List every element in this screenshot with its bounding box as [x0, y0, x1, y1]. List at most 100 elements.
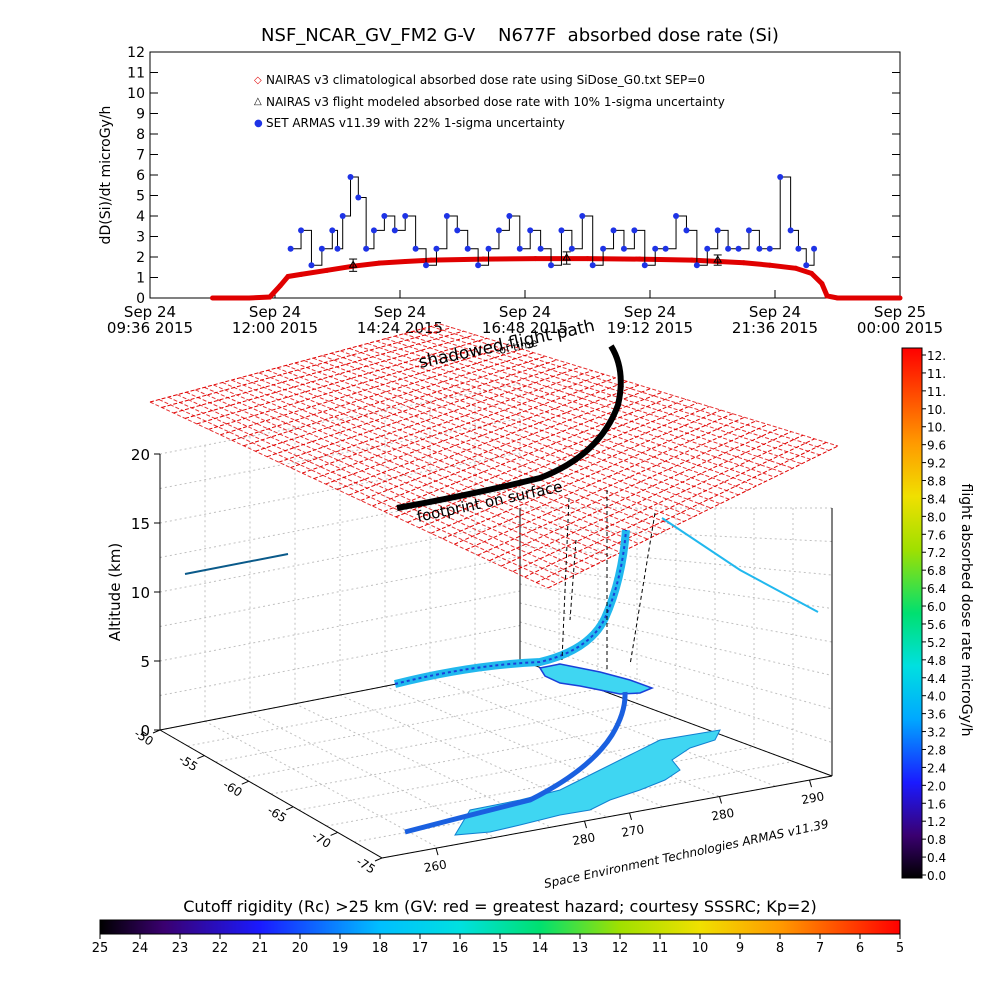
right-wall-hline	[519, 545, 833, 576]
dose-rate-colorbar: 12. 11. 11. 10. 10. 9.6 9.2 8.8 8.4 8.0 7.6 7.2 6.8 6…	[901, 347, 974, 883]
credit-text: Space Environment Technologies ARMAS v11…	[543, 817, 830, 891]
armas-point	[620, 245, 627, 252]
dose-colorbar-tick-label: 0.0	[927, 869, 946, 883]
y-tick-label: 8	[136, 127, 145, 143]
x-tick-label-line1: Sep 25	[874, 303, 926, 321]
armas-point	[516, 245, 523, 252]
armas-point	[673, 213, 680, 219]
rigidity-colorbar-tick-label: 9	[736, 941, 744, 956]
armas-point	[693, 262, 700, 269]
rigidity-colorbar-tick-label: 13	[572, 941, 589, 956]
climatological-point	[793, 265, 799, 271]
dose-colorbar-tick-label: 0.8	[927, 833, 946, 847]
floor-line-a	[354, 761, 794, 843]
x-tick-label-line2: 14:24 2015	[357, 319, 443, 337]
dose-colorbar-tick-label: 11.	[927, 385, 946, 399]
rigidity-grid-col	[149, 401, 549, 589]
rigidity-grid-col	[340, 350, 739, 496]
y-tick-label: 6	[136, 168, 145, 184]
armas-point	[381, 213, 388, 219]
rigidity-colorbar-tick-label: 25	[92, 941, 109, 956]
rigidity-grid-row	[500, 431, 792, 567]
z-axis: 0 5 10 15 20	[131, 446, 160, 740]
longitude-tick-mark	[719, 796, 722, 804]
longitude-axis: 260 280 270 280 290	[423, 779, 825, 875]
armas-point	[318, 245, 325, 252]
rigidity-grid-col	[285, 364, 685, 522]
rigidity-grid-col	[430, 325, 830, 451]
rigidity-grid-row	[524, 438, 815, 578]
rigidity-grid-col	[222, 382, 621, 553]
armas-point	[454, 227, 461, 234]
rigidity-grid-col	[158, 399, 558, 585]
footprint-track-south	[404, 691, 628, 835]
rigidity-grid-col	[176, 394, 576, 576]
armas-point	[766, 245, 773, 252]
climatological-point	[871, 295, 877, 301]
z-axis-label: Altitude (km)	[106, 543, 124, 641]
latitude-tick-label: -60	[221, 777, 245, 799]
latitude-tick-label: -70	[309, 829, 333, 851]
cutoff-rigidity-grid	[149, 323, 839, 589]
armas-point	[443, 213, 450, 219]
rigidity-colorbar-tick-label: 22	[212, 941, 229, 956]
armas-point	[433, 245, 440, 252]
chart-title: NSF_NCAR_GV_FM2 G-V N677F absorbed dose …	[261, 25, 779, 46]
floor-line-a	[298, 732, 716, 811]
longitude-tick-mark	[809, 779, 812, 788]
x-tick-label-line2: 00:00 2015	[857, 319, 943, 337]
rigidity-grid-col	[358, 345, 757, 487]
dose-colorbar-tick-label: 3.6	[927, 708, 946, 722]
drop-line-1	[561, 497, 570, 661]
x-tick-label-line1: Sep 24	[374, 303, 426, 321]
dose-colorbar-tick-label: 9.2	[927, 457, 946, 471]
rigidity-grid-row	[266, 359, 558, 458]
armas-point	[485, 245, 492, 252]
rigidity-grid-row	[348, 384, 640, 496]
rigidity-grid-col	[276, 367, 676, 527]
x-tick-label-line1: Sep 24	[499, 303, 551, 321]
dose-colorbar-tick-label: 3.2	[927, 726, 946, 740]
armas-point	[412, 245, 419, 252]
flight-path-3d	[184, 344, 819, 688]
dose-colorbar-tick-label: 6.4	[927, 582, 946, 596]
rigidity-grid-col	[322, 355, 721, 505]
armas-point	[704, 245, 711, 252]
cutoff-rigidity-colorbar-gradient	[99, 919, 901, 935]
longitude-tick-label: 280	[710, 806, 735, 824]
longitude-tick-mark	[435, 848, 439, 856]
longitude-tick-label: 270	[620, 822, 645, 840]
rigidity-grid-col	[204, 386, 603, 562]
climatological-point	[532, 256, 538, 262]
armas-point	[714, 227, 721, 234]
armas-point	[610, 227, 617, 234]
dose-rate-colorbar-label: flight absorbed dose rate microGy/h	[958, 484, 974, 737]
rigidity-grid-row	[337, 380, 628, 490]
armas-point	[811, 245, 818, 252]
latitude-tick-mark	[330, 831, 338, 836]
y-tick-label: 0	[136, 291, 145, 307]
legend-entry-flight-modeled: NAIRAS v3 flight modeled absorbed dose r…	[266, 95, 725, 109]
dose-colorbar-tick-label: 7.2	[927, 546, 946, 560]
longitude-tick-mark	[629, 812, 632, 821]
flight-path-ribbon	[394, 529, 630, 688]
climatological-point	[835, 295, 840, 301]
armas-point	[735, 245, 742, 252]
longitude-tick-label: 260	[423, 857, 448, 875]
back-wall-hline	[159, 383, 521, 455]
footprint-land-north	[538, 663, 655, 695]
dose-colorbar-tick-label: 11.	[927, 367, 946, 381]
x-tick-label-line1: Sep 24	[124, 303, 176, 321]
latitude-tick-mark	[374, 857, 383, 862]
rigidity-colorbar-tick-label: 6	[856, 941, 864, 956]
z-tick-label: 15	[131, 515, 150, 533]
rigidity-colorbar-tick-label: 10	[692, 941, 709, 956]
legend-marker-armas: ●	[254, 118, 263, 129]
armas-point	[308, 262, 315, 269]
armas-point	[652, 245, 659, 252]
rigidity-colorbar-tick-label: 19	[332, 941, 349, 956]
top-legend: ◇ NAIRAS v3 climatological absorbed dose…	[254, 73, 725, 130]
